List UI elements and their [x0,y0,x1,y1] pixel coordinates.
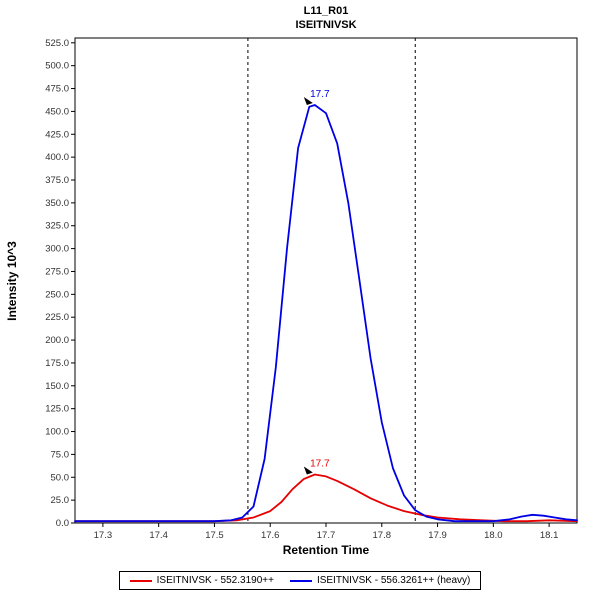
plot-area[interactable] [74,37,578,524]
series-line-1[interactable] [74,104,578,523]
x-tick-label: 17.4 [149,530,168,541]
y-tick-label: 425.0 [45,129,69,140]
y-tick-label: 450.0 [45,106,69,117]
chart-title: L11_R01 [303,5,349,17]
y-tick-label: 150.0 [45,381,69,392]
chart-header: L11_R01 ISEITNIVSK [75,4,577,32]
y-tick-label: 50.0 [51,472,70,483]
y-axis-label: Intensity 10^3 [5,241,19,321]
y-tick-label: 125.0 [45,404,69,415]
x-tick-label: 17.8 [373,530,392,541]
legend-label-heavy: ISEITNIVSK - 556.3261++ (heavy) [316,575,471,586]
x-tick-label: 17.7 [317,530,336,541]
peak-annotation-arrow [303,96,313,105]
peak-annotation-label: 17.7 [310,89,330,100]
y-tick-label: 250.0 [45,289,69,300]
y-tick-label: 475.0 [45,84,69,95]
y-tick-label: 325.0 [45,221,69,232]
y-tick-label: 225.0 [45,312,69,323]
x-axis-label: Retention Time [283,543,370,557]
legend-box: ISEITNIVSK - 552.3190++ ISEITNIVSK - 556… [118,571,482,590]
x-tick-label: 17.6 [261,530,280,541]
peak-annotation-label: 17.7 [310,459,330,470]
y-tick-label: 25.0 [51,495,70,506]
y-tick-label: 100.0 [45,427,69,438]
x-tick-label: 17.5 [205,530,224,541]
legend-label-light: ISEITNIVSK - 552.3190++ [156,575,274,586]
y-tick-label: 400.0 [45,152,69,163]
y-tick-label: 300.0 [45,244,69,255]
y-tick-label: 350.0 [45,198,69,209]
chart-subtitle: ISEITNIVSK [295,19,357,31]
y-tick-label: 200.0 [45,335,69,346]
legend-item-heavy: ISEITNIVSK - 556.3261++ (heavy) [289,575,471,586]
x-tick-label: 17.9 [428,530,447,541]
blue-line-swatch [289,579,312,582]
peak-annotation-arrow [303,466,313,475]
y-tick-label: 0.0 [56,518,69,529]
x-tick-label: 18.0 [484,530,503,541]
y-tick-label: 500.0 [45,61,69,72]
y-tick-label: 75.0 [51,449,70,460]
red-line-swatch [129,579,152,582]
x-tick-label: 17.3 [94,530,113,541]
legend-item-light: ISEITNIVSK - 552.3190++ [129,575,274,586]
y-tick-label: 375.0 [45,175,69,186]
y-tick-label: 275.0 [45,266,69,277]
legend: ISEITNIVSK - 552.3190++ ISEITNIVSK - 556… [0,571,600,590]
x-tick-label: 18.1 [540,530,559,541]
y-tick-label: 175.0 [45,358,69,369]
y-tick-label: 525.0 [45,38,69,49]
